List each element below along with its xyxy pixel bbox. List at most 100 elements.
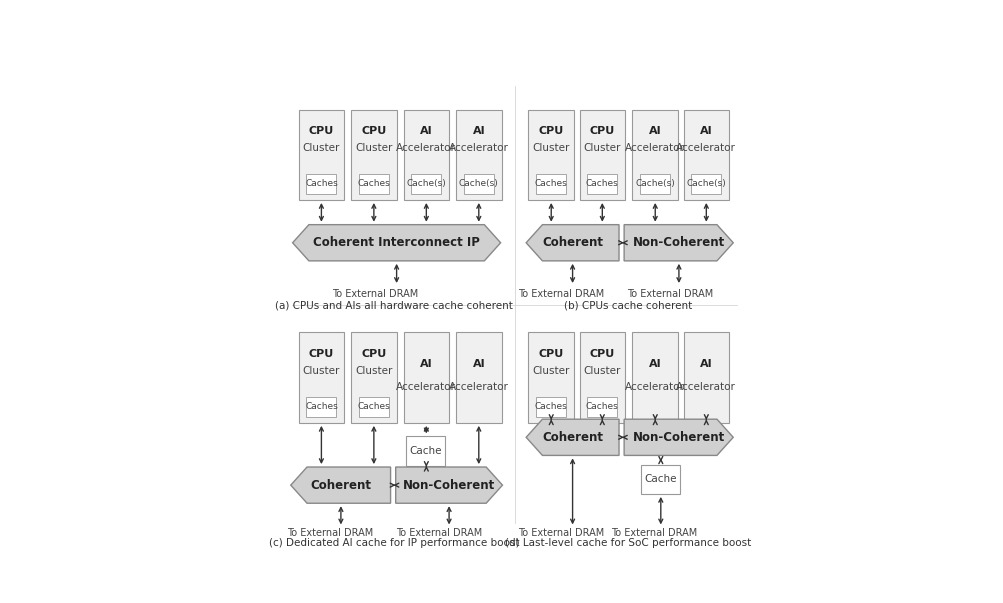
Text: Coherent: Coherent — [542, 236, 603, 249]
Text: Accelerator: Accelerator — [396, 144, 455, 153]
FancyBboxPatch shape — [683, 332, 728, 423]
FancyBboxPatch shape — [298, 332, 344, 423]
Text: Caches: Caches — [357, 402, 390, 411]
Text: Cluster: Cluster — [355, 144, 392, 153]
FancyBboxPatch shape — [632, 332, 677, 423]
Text: Cluster: Cluster — [583, 366, 621, 376]
Text: To External DRAM: To External DRAM — [396, 528, 482, 538]
Text: Caches: Caches — [535, 402, 567, 411]
FancyBboxPatch shape — [579, 110, 625, 200]
Text: Cache(s): Cache(s) — [686, 179, 725, 188]
FancyBboxPatch shape — [306, 174, 336, 194]
Text: (d) Last-level cache for SoC performance boost: (d) Last-level cache for SoC performance… — [505, 538, 750, 548]
Text: Cache(s): Cache(s) — [458, 179, 498, 188]
FancyBboxPatch shape — [528, 110, 574, 200]
FancyBboxPatch shape — [455, 110, 502, 200]
Polygon shape — [291, 467, 390, 504]
Text: Cache: Cache — [644, 475, 676, 484]
Text: Caches: Caches — [586, 402, 618, 411]
Text: Accelerator: Accelerator — [448, 382, 509, 392]
Polygon shape — [526, 225, 619, 261]
FancyBboxPatch shape — [683, 110, 728, 200]
Text: CPU: CPU — [309, 349, 334, 359]
FancyBboxPatch shape — [632, 110, 677, 200]
Polygon shape — [526, 419, 619, 455]
Polygon shape — [624, 225, 732, 261]
Text: CPU: CPU — [589, 349, 614, 359]
FancyBboxPatch shape — [298, 110, 344, 200]
FancyBboxPatch shape — [641, 465, 679, 494]
Text: Accelerator: Accelerator — [625, 382, 684, 392]
Text: To External DRAM: To External DRAM — [627, 289, 713, 299]
Text: CPU: CPU — [361, 126, 386, 136]
Text: CPU: CPU — [589, 126, 614, 136]
FancyBboxPatch shape — [358, 397, 388, 417]
FancyBboxPatch shape — [406, 437, 444, 466]
FancyBboxPatch shape — [455, 332, 502, 423]
FancyBboxPatch shape — [411, 174, 441, 194]
Text: CPU: CPU — [309, 126, 334, 136]
Text: Coherent: Coherent — [542, 431, 603, 444]
FancyBboxPatch shape — [403, 110, 448, 200]
Text: To External DRAM: To External DRAM — [518, 289, 604, 299]
FancyBboxPatch shape — [536, 174, 566, 194]
Text: Coherent: Coherent — [310, 479, 371, 491]
Text: Non-Coherent: Non-Coherent — [402, 479, 494, 491]
Text: Accelerator: Accelerator — [625, 144, 684, 153]
Text: Cluster: Cluster — [303, 144, 340, 153]
FancyBboxPatch shape — [351, 110, 396, 200]
FancyBboxPatch shape — [691, 174, 720, 194]
Text: AI: AI — [699, 126, 712, 136]
Text: Caches: Caches — [357, 179, 390, 188]
Text: Cache(s): Cache(s) — [406, 179, 445, 188]
Text: Caches: Caches — [586, 179, 618, 188]
FancyBboxPatch shape — [536, 397, 566, 417]
Polygon shape — [292, 225, 500, 261]
Text: Caches: Caches — [535, 179, 567, 188]
Text: AI: AI — [472, 359, 484, 369]
Text: (a) CPUs and AIs all hardware cache coherent: (a) CPUs and AIs all hardware cache cohe… — [275, 301, 513, 311]
Text: Cluster: Cluster — [583, 144, 621, 153]
Text: Coherent Interconnect IP: Coherent Interconnect IP — [313, 236, 479, 249]
Text: To External DRAM: To External DRAM — [287, 528, 373, 538]
Text: (b) CPUs cache coherent: (b) CPUs cache coherent — [564, 301, 692, 311]
Text: Cluster: Cluster — [532, 144, 570, 153]
Text: Caches: Caches — [305, 402, 337, 411]
Text: AI: AI — [648, 126, 661, 136]
Text: AI: AI — [648, 359, 661, 369]
Text: Accelerator: Accelerator — [676, 382, 735, 392]
Text: To External DRAM: To External DRAM — [610, 528, 696, 538]
FancyBboxPatch shape — [306, 397, 336, 417]
Text: AI: AI — [419, 359, 432, 369]
Text: Cluster: Cluster — [532, 366, 570, 376]
Polygon shape — [624, 419, 732, 455]
Text: CPU: CPU — [361, 349, 386, 359]
Text: Non-Coherent: Non-Coherent — [632, 236, 724, 249]
Text: Accelerator: Accelerator — [396, 382, 455, 392]
Text: Cluster: Cluster — [303, 366, 340, 376]
Text: CPU: CPU — [538, 126, 564, 136]
FancyBboxPatch shape — [463, 174, 493, 194]
Text: Cluster: Cluster — [355, 366, 392, 376]
Text: AI: AI — [472, 126, 484, 136]
Text: To External DRAM: To External DRAM — [332, 289, 418, 299]
Text: AI: AI — [699, 359, 712, 369]
Text: (c) Dedicated AI cache for IP performance boost: (c) Dedicated AI cache for IP performanc… — [269, 538, 519, 548]
Text: Cache: Cache — [409, 446, 441, 456]
FancyBboxPatch shape — [403, 332, 448, 423]
Text: Cache(s): Cache(s) — [635, 179, 674, 188]
FancyBboxPatch shape — [351, 332, 396, 423]
FancyBboxPatch shape — [587, 174, 617, 194]
FancyBboxPatch shape — [528, 332, 574, 423]
Text: To External DRAM: To External DRAM — [518, 528, 604, 538]
Text: Non-Coherent: Non-Coherent — [632, 431, 724, 444]
FancyBboxPatch shape — [587, 397, 617, 417]
FancyBboxPatch shape — [358, 174, 388, 194]
Text: Accelerator: Accelerator — [676, 144, 735, 153]
FancyBboxPatch shape — [640, 174, 670, 194]
Text: Caches: Caches — [305, 179, 337, 188]
Polygon shape — [395, 467, 502, 504]
FancyBboxPatch shape — [579, 332, 625, 423]
Text: AI: AI — [419, 126, 432, 136]
Text: CPU: CPU — [538, 349, 564, 359]
